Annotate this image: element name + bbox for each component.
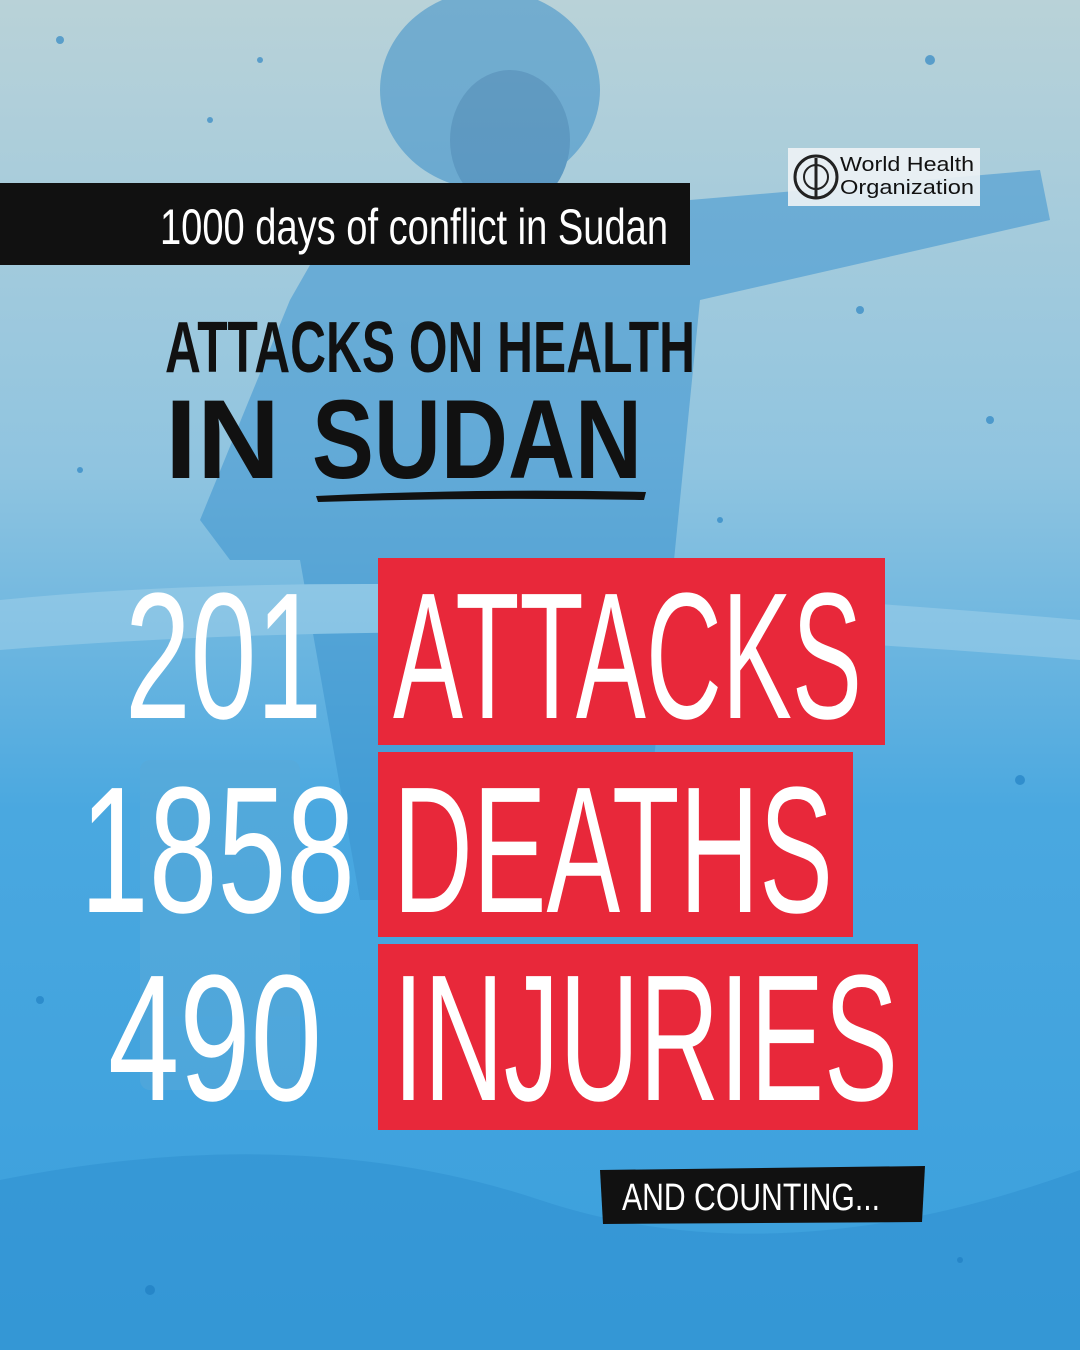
stat-row: 201 ATTACKS: [125, 556, 885, 757]
splatter: [36, 36, 1025, 1295]
banner-background: [0, 183, 690, 265]
label-background: [378, 944, 918, 1130]
stat-row: 1858 DEATHS: [80, 750, 853, 951]
stat-number: 1858: [80, 750, 355, 951]
stat-label: INJURIES: [393, 938, 898, 1139]
footer-text: AND COUNTING...: [622, 1177, 880, 1219]
stat-number: 490: [108, 938, 322, 1139]
label-background: [378, 558, 885, 745]
stat-row: 490 INJURIES: [108, 938, 918, 1139]
headline-emphasis: SUDAN: [312, 377, 642, 502]
stat-label: ATTACKS: [393, 556, 862, 757]
stat-number: 201: [125, 556, 322, 757]
label-background: [378, 752, 853, 937]
logo-text: Organization: [840, 177, 974, 199]
headline: ATTACKS ON HEALTH: [165, 308, 695, 388]
who-logo: World Health Organization: [788, 148, 980, 206]
underline: [316, 490, 646, 502]
banner-text: 1000 days of conflict in Sudan: [160, 199, 668, 255]
stat-label: DEATHS: [393, 750, 833, 951]
footer-background: [600, 1166, 925, 1224]
logo-text: World Health: [840, 154, 974, 176]
headline: IN: [165, 377, 280, 502]
